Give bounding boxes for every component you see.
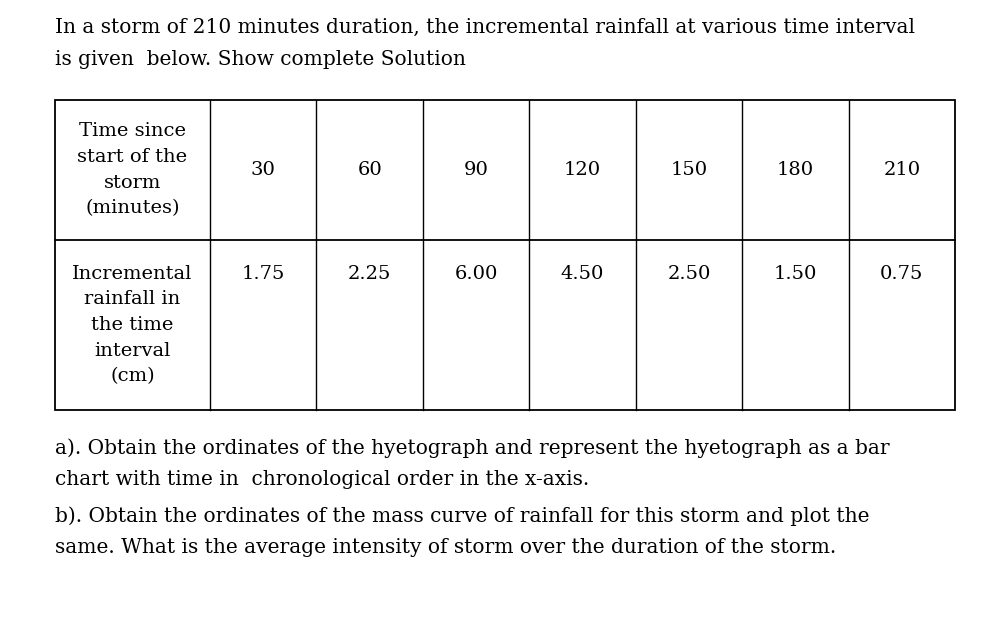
Text: Incremental
rainfall in
the time
interval
(cm): Incremental rainfall in the time interva…: [72, 265, 192, 386]
Text: is given  below. Show complete Solution: is given below. Show complete Solution: [55, 50, 465, 69]
Text: 180: 180: [776, 161, 813, 179]
Text: 2.25: 2.25: [348, 265, 390, 283]
Text: 2.50: 2.50: [667, 265, 710, 283]
Text: 60: 60: [357, 161, 382, 179]
Text: 150: 150: [669, 161, 707, 179]
Text: Time since
start of the
storm
(minutes): Time since start of the storm (minutes): [77, 122, 187, 217]
Text: b). Obtain the ordinates of the mass curve of rainfall for this storm and plot t: b). Obtain the ordinates of the mass cur…: [55, 506, 869, 525]
Text: 30: 30: [250, 161, 275, 179]
Text: same. What is the average intensity of storm over the duration of the storm.: same. What is the average intensity of s…: [55, 538, 835, 557]
Text: 120: 120: [563, 161, 600, 179]
Text: 0.75: 0.75: [880, 265, 923, 283]
Text: 1.75: 1.75: [242, 265, 285, 283]
Text: 1.50: 1.50: [773, 265, 816, 283]
Text: In a storm of 210 minutes duration, the incremental rainfall at various time int: In a storm of 210 minutes duration, the …: [55, 18, 914, 37]
Text: 4.50: 4.50: [560, 265, 603, 283]
Text: 90: 90: [463, 161, 488, 179]
Text: a). Obtain the ordinates of the hyetograph and represent the hyetograph as a bar: a). Obtain the ordinates of the hyetogra…: [55, 438, 888, 458]
Text: 210: 210: [882, 161, 919, 179]
Bar: [55, 100, 954, 410]
Text: chart with time in  chronological order in the x-axis.: chart with time in chronological order i…: [55, 470, 589, 489]
Text: 6.00: 6.00: [454, 265, 497, 283]
